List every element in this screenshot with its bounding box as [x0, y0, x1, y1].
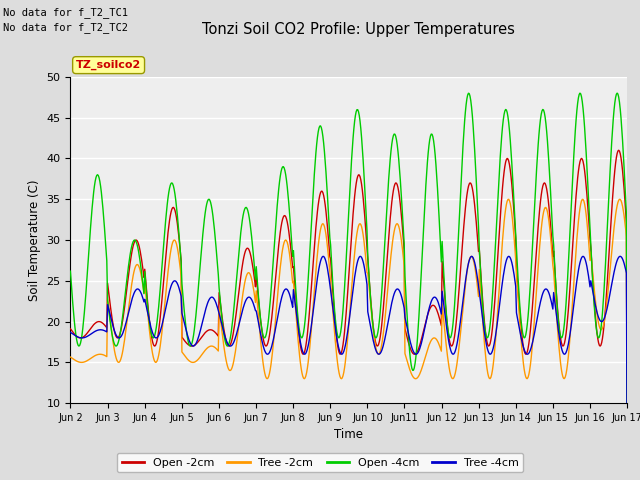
Text: No data for f_T2_TC2: No data for f_T2_TC2 [3, 22, 128, 33]
Text: Tonzi Soil CO2 Profile: Upper Temperatures: Tonzi Soil CO2 Profile: Upper Temperatur… [202, 22, 515, 36]
Text: TZ_soilco2: TZ_soilco2 [76, 60, 141, 70]
Y-axis label: Soil Temperature (C): Soil Temperature (C) [28, 179, 41, 301]
Text: No data for f_T2_TC1: No data for f_T2_TC1 [3, 7, 128, 18]
X-axis label: Time: Time [334, 429, 364, 442]
Legend: Open -2cm, Tree -2cm, Open -4cm, Tree -4cm: Open -2cm, Tree -2cm, Open -4cm, Tree -4… [117, 453, 523, 472]
